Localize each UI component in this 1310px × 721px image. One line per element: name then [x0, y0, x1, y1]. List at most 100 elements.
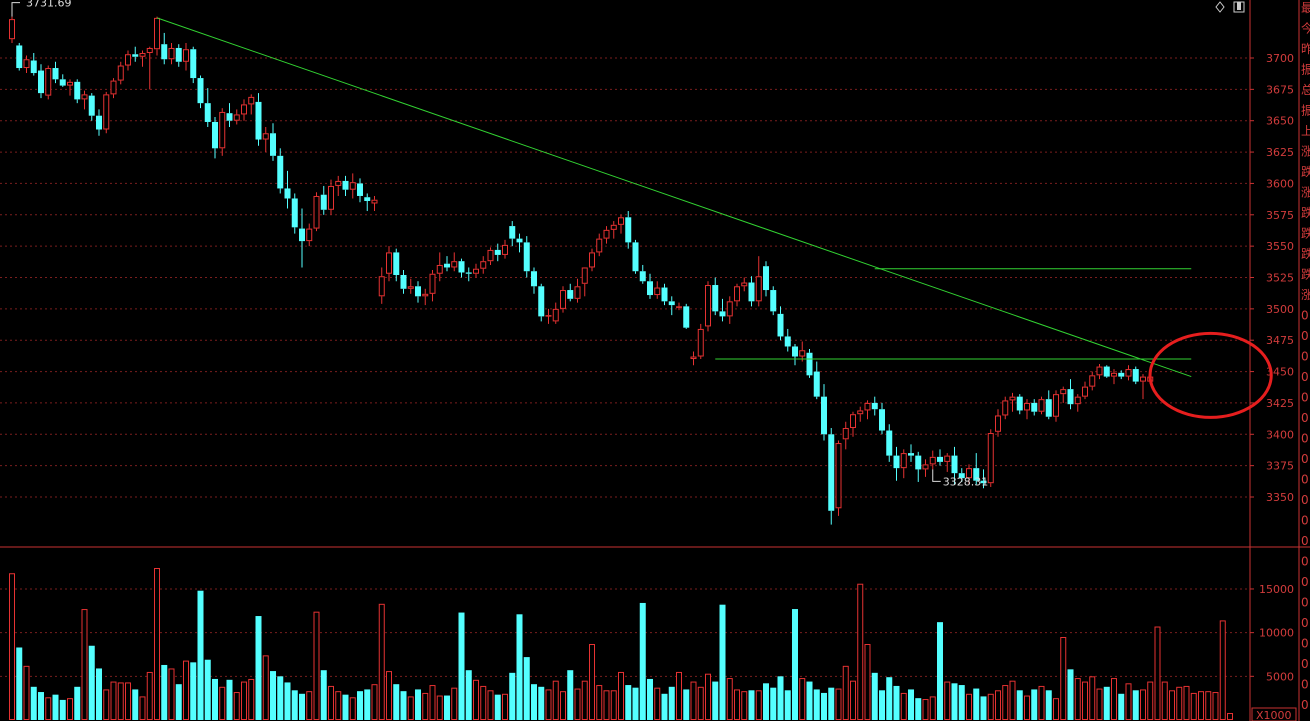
candle-body — [784, 336, 791, 347]
volume-bar — [857, 583, 864, 720]
candle-body — [632, 242, 639, 272]
candle-body — [429, 273, 436, 294]
candle-body — [763, 266, 769, 291]
candle-body — [697, 328, 704, 357]
candle — [1031, 399, 1038, 416]
candle — [531, 267, 537, 294]
candle — [67, 79, 73, 96]
volume-bar — [175, 684, 182, 720]
candle — [763, 261, 769, 297]
volume-bar — [1082, 681, 1088, 721]
candle-body — [516, 238, 523, 243]
volume-bar — [1205, 691, 1212, 721]
volume-grid — [0, 588, 1254, 677]
candle-body — [110, 80, 117, 95]
volume-bar — [226, 679, 233, 720]
candle — [922, 459, 929, 477]
side-panel-char: 0 — [1301, 514, 1309, 528]
candle-body — [1045, 399, 1052, 417]
volume-bar — [393, 684, 400, 720]
high-label: 3731.69 — [26, 0, 72, 10]
volume-bar — [1147, 681, 1154, 721]
candle — [683, 303, 690, 329]
candle-body — [625, 217, 632, 243]
candle-body — [190, 49, 197, 79]
candle — [676, 302, 682, 311]
candle — [748, 276, 755, 307]
candle-body — [705, 285, 711, 327]
candle — [1111, 369, 1117, 385]
candle-body — [1038, 399, 1045, 412]
volume-bar — [654, 687, 661, 720]
volume-bar — [117, 682, 124, 720]
volume-bar — [509, 672, 516, 720]
volume-bar — [1031, 689, 1038, 720]
candle — [509, 221, 516, 247]
side-panel-char: 今 — [1301, 21, 1310, 36]
candle-body — [335, 180, 342, 186]
candle — [668, 296, 675, 316]
candle — [734, 283, 740, 307]
volume-bar — [96, 668, 102, 720]
candle — [407, 278, 414, 294]
candle-body — [270, 133, 276, 156]
side-panel-char: 0 — [1301, 698, 1309, 712]
highlight-circle — [1148, 331, 1273, 419]
volume-bar — [161, 664, 168, 720]
candle-body — [915, 455, 922, 470]
candle-body — [103, 94, 110, 130]
volume-bar — [806, 681, 813, 720]
candle — [197, 75, 204, 109]
candle-body — [1140, 376, 1146, 382]
candle — [697, 323, 704, 360]
candle-body — [987, 433, 994, 484]
volume-bar — [879, 690, 885, 720]
candle-body — [212, 121, 218, 149]
volume-bar — [1002, 685, 1009, 721]
volume-bar — [212, 678, 218, 720]
candle — [494, 243, 501, 262]
volume-bar — [690, 681, 697, 721]
candle-body — [806, 352, 813, 376]
volume-bar — [995, 690, 1001, 720]
candle-body — [139, 52, 146, 57]
candle — [349, 173, 356, 199]
volume-bar — [1183, 685, 1190, 720]
candle-body — [545, 315, 552, 317]
price-tick-label: 3675 — [1266, 83, 1294, 96]
candle — [944, 453, 951, 472]
volume-bar — [241, 681, 247, 721]
volume-bar — [516, 614, 523, 720]
candle-body — [922, 464, 929, 470]
candle — [364, 193, 371, 212]
diamond-icon[interactable] — [1215, 1, 1225, 13]
side-panel-char: 0 — [1301, 575, 1309, 589]
candle-body — [480, 261, 487, 269]
candle — [306, 223, 313, 247]
candle-body — [980, 480, 987, 484]
candle — [784, 328, 791, 352]
candle — [219, 108, 226, 156]
volume-bar — [473, 679, 479, 721]
candle — [204, 88, 211, 127]
candle — [864, 400, 871, 420]
candle-body — [299, 228, 305, 242]
volume-bar — [291, 690, 298, 720]
candle — [444, 256, 450, 272]
volume-bar — [233, 692, 240, 720]
volume-bar — [81, 609, 88, 721]
candle-body — [226, 113, 233, 121]
candle-body — [451, 261, 458, 268]
volume-bar — [523, 657, 530, 720]
candle-body — [502, 244, 508, 255]
side-panel-char: 0 — [1301, 657, 1309, 671]
volume-bar — [668, 686, 675, 720]
candle-body — [436, 264, 443, 274]
candle-body — [1016, 396, 1023, 411]
candle — [74, 79, 81, 104]
window-controls[interactable] — [1215, 1, 1245, 13]
candle-body — [465, 272, 472, 274]
candle — [1038, 396, 1045, 415]
